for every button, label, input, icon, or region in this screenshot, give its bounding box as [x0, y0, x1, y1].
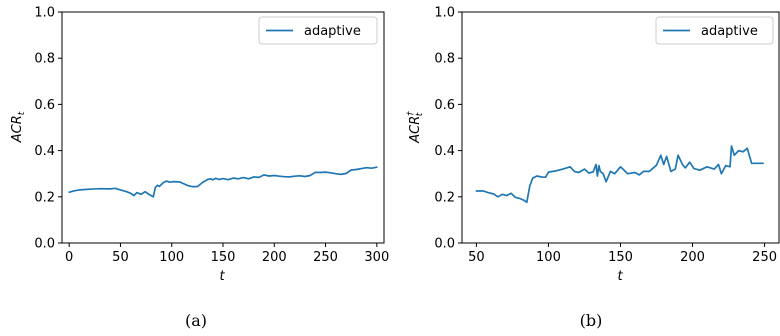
x-tick-label: 200	[680, 250, 705, 265]
panel-caption-a: (a)	[185, 311, 207, 330]
y-tick-label: 1.0	[34, 6, 55, 21]
y-axis-label-main: ACR	[408, 116, 423, 144]
y-axis-label-main: ACR	[10, 115, 25, 143]
y-tick-label: 0.8	[434, 52, 455, 67]
x-axis-label: t	[219, 269, 225, 284]
legend: adaptive	[258, 16, 378, 45]
series-layer	[68, 166, 378, 198]
y-tick-label: 0.8	[34, 52, 55, 67]
panel-caption-b: (b)	[580, 311, 603, 330]
x-tick-label: 50	[112, 250, 129, 265]
legend: adaptive	[655, 16, 774, 45]
svg-text:ACRt: ACRt	[10, 111, 27, 143]
x-tick-label: 200	[262, 250, 287, 265]
y-tick-label: 0.4	[434, 144, 455, 159]
x-tick-label: 100	[536, 250, 561, 265]
y-tick-label: 0.0	[434, 237, 455, 252]
y-axis-label-subscript: t	[17, 111, 27, 115]
x-tick-label: 150	[608, 250, 633, 265]
series-line-adaptive	[68, 166, 378, 198]
x-tick-label: 300	[364, 250, 389, 265]
x-tick-label: 50	[468, 250, 485, 265]
x-axis-label: t	[617, 269, 623, 284]
y-tick-label: 0.6	[34, 98, 55, 113]
y-axis-label-superscript: †	[406, 111, 416, 116]
x-tick-label: 0	[65, 250, 73, 265]
legend-label-adaptive: adaptive	[701, 24, 758, 39]
x-tick-label: 250	[313, 250, 338, 265]
y-axis-label-subscript: t	[415, 112, 425, 116]
axes-frame	[61, 11, 385, 244]
y-tick-label: 1.0	[434, 6, 455, 21]
y-axis-label: ACR†t	[406, 111, 425, 144]
svg-text:ACR†t: ACR†t	[406, 111, 425, 144]
x-tick-label: 250	[752, 250, 777, 265]
chart-panel-a: 0 50 100 150 200 250 300 0.0 0.2 0.4 0.6 0.8 1.0 ACR…	[10, 6, 389, 331]
y-tick-label: 0.2	[34, 190, 55, 205]
x-tick-label: 100	[159, 250, 184, 265]
y-axis-label: ACRt	[10, 111, 27, 143]
legend-frame	[655, 16, 774, 45]
y-tick-label: 0.2	[434, 190, 455, 205]
series-layer	[475, 145, 764, 204]
axes-frame	[461, 11, 780, 244]
y-tick-label: 0.4	[34, 144, 55, 159]
ticks-layer: 0 50 100 150 200 250 300 0.0 0.2 0.4 0.6 0.8 1.0	[34, 6, 389, 266]
legend-label-adaptive: adaptive	[304, 24, 361, 39]
series-line-adaptive	[475, 145, 764, 204]
legend-frame	[258, 16, 378, 45]
x-tick-label: 150	[211, 250, 236, 265]
y-tick-label: 0.6	[434, 98, 455, 113]
y-tick-label: 0.0	[34, 237, 55, 252]
ticks-layer: 50 100 150 200 250 0.0 0.2 0.4 0.6 0.8 1.0	[434, 6, 777, 266]
